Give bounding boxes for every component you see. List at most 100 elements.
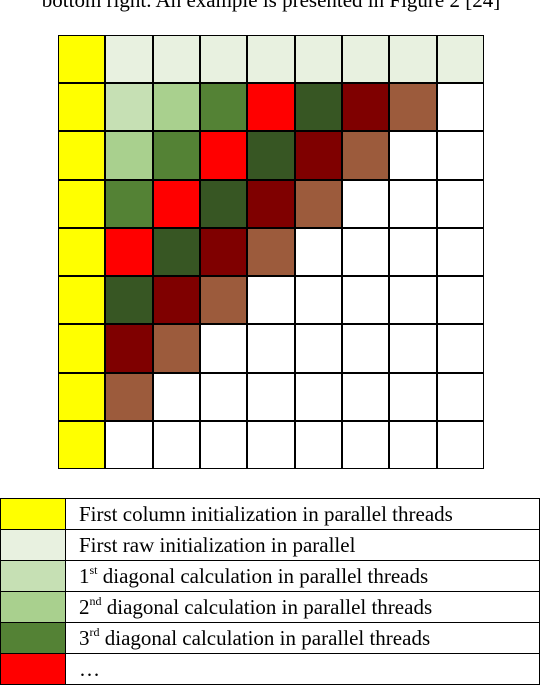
grid-cell-r3-c4: [248, 180, 294, 227]
color-legend: First column initialization in parallel …: [0, 498, 540, 685]
legend-label: 3rd diagonal calculation in parallel thr…: [65, 622, 540, 654]
legend-row: …: [0, 653, 540, 685]
grid-cell-r7-c0: [59, 373, 105, 420]
grid-cell-r4-c3: [200, 228, 247, 276]
legend-swatch: [0, 622, 66, 654]
legend-text: diagonal calculation in parallel threads: [101, 595, 433, 619]
grid-cell-r2-c6: [342, 132, 389, 179]
legend-text: diagonal calculation in parallel threads: [99, 626, 431, 650]
grid-cell-r6-c0: [59, 325, 105, 372]
grid-cell-r3-c3: [200, 180, 247, 227]
legend-label: …: [65, 653, 540, 685]
grid-cell-r8-c4: [248, 421, 294, 468]
grid-cell-r7-c4: [248, 373, 294, 420]
legend-text: First column initialization in parallel …: [79, 502, 453, 526]
grid-cell-r4-c8: [437, 228, 483, 276]
grid-cell-r2-c2: [153, 132, 199, 179]
grid-cell-r1-c6: [342, 84, 389, 131]
grid-cell-r0-c1: [106, 36, 152, 83]
grid-cell-r4-c0: [59, 228, 105, 276]
grid-cell-r0-c0: [59, 36, 105, 83]
grid-cell-r0-c6: [342, 36, 389, 83]
grid-cell-r1-c2: [153, 84, 199, 131]
grid-cell-r0-c8: [437, 36, 483, 83]
grid-cell-r3-c7: [390, 180, 436, 227]
legend-row: First column initialization in parallel …: [0, 498, 540, 530]
legend-ordinal: 3: [79, 626, 90, 650]
grid-cell-r6-c6: [342, 325, 389, 372]
legend-swatch: [0, 653, 66, 685]
grid-cell-r1-c1: [106, 84, 152, 131]
grid-cell-r8-c5: [295, 421, 341, 468]
grid-cell-r2-c8: [437, 132, 483, 179]
grid-cell-r3-c8: [437, 180, 483, 227]
diagonal-calculation-grid: [58, 35, 484, 469]
grid-cell-r0-c2: [153, 36, 199, 83]
grid-cell-r8-c2: [153, 421, 199, 468]
grid-cell-r6-c3: [200, 325, 247, 372]
legend-row: 2nd diagonal calculation in parallel thr…: [0, 591, 540, 623]
grid-cell-r1-c8: [437, 84, 483, 131]
grid-cell-r4-c4: [248, 228, 294, 276]
legend-ordinal-suffix: rd: [89, 625, 100, 639]
grid-cell-r8-c6: [342, 421, 389, 468]
grid-cell-r8-c8: [437, 421, 483, 468]
grid-cell-r3-c2: [153, 180, 199, 227]
grid-cell-r1-c0: [59, 84, 105, 131]
grid-cell-r5-c3: [200, 277, 247, 324]
legend-text: diagonal calculation in parallel threads: [97, 564, 429, 588]
grid-cell-r4-c1: [106, 228, 152, 276]
legend-ordinal: 1: [79, 564, 90, 588]
grid-cell-r4-c7: [390, 228, 436, 276]
grid-cell-r7-c2: [153, 373, 199, 420]
grid-cell-r2-c4: [248, 132, 294, 179]
grid-cell-r1-c7: [390, 84, 436, 131]
grid-cell-r3-c5: [295, 180, 341, 227]
legend-ordinal-suffix: nd: [89, 594, 102, 608]
grid-cell-r5-c0: [59, 277, 105, 324]
grid-cell-r0-c3: [200, 36, 247, 83]
grid-cell-r0-c5: [295, 36, 341, 83]
grid-cell-r2-c0: [59, 132, 105, 179]
grid-cell-r7-c5: [295, 373, 341, 420]
legend-swatch: [0, 560, 66, 592]
grid-cell-r2-c3: [200, 132, 247, 179]
grid-cell-r6-c5: [295, 325, 341, 372]
grid-cell-r8-c1: [106, 421, 152, 468]
grid-cell-r4-c6: [342, 228, 389, 276]
grid-cell-r5-c7: [390, 277, 436, 324]
grid-cell-r6-c1: [106, 325, 152, 372]
grid-cell-r8-c0: [59, 421, 105, 468]
legend-label: First raw initialization in parallel: [65, 529, 540, 561]
grid-cell-r5-c4: [248, 277, 294, 324]
grid-cell-r7-c6: [342, 373, 389, 420]
grid-cell-r3-c0: [59, 180, 105, 227]
grid-cell-r8-c7: [390, 421, 436, 468]
grid-cell-r7-c7: [390, 373, 436, 420]
legend-text: …: [79, 657, 100, 681]
legend-row: 1st diagonal calculation in parallel thr…: [0, 560, 540, 592]
grid-cell-r0-c4: [248, 36, 294, 83]
grid-cell-r5-c2: [153, 277, 199, 324]
legend-label: 2nd diagonal calculation in parallel thr…: [65, 591, 540, 623]
grid-cell-r8-c3: [200, 421, 247, 468]
grid-cell-r0-c7: [390, 36, 436, 83]
legend-ordinal: 2: [79, 595, 90, 619]
page-header-text: bottom right. An example is presented in…: [41, 0, 501, 12]
grid-cell-r1-c3: [200, 84, 247, 131]
grid-cell-r4-c5: [295, 228, 341, 276]
grid-cell-r6-c7: [390, 325, 436, 372]
legend-ordinal-suffix: st: [89, 563, 98, 577]
legend-row: First raw initialization in parallel: [0, 529, 540, 561]
grid-cell-r4-c2: [153, 228, 199, 276]
grid-cell-r1-c5: [295, 84, 341, 131]
grid-cell-r7-c8: [437, 373, 483, 420]
legend-swatch: [0, 498, 66, 530]
legend-label: 1st diagonal calculation in parallel thr…: [65, 560, 540, 592]
grid-cell-r5-c8: [437, 277, 483, 324]
grid-cell-r7-c3: [200, 373, 247, 420]
grid-cell-r5-c6: [342, 277, 389, 324]
grid-cell-r6-c2: [153, 325, 199, 372]
legend-swatch: [0, 591, 66, 623]
legend-text: First raw initialization in parallel: [79, 533, 356, 557]
